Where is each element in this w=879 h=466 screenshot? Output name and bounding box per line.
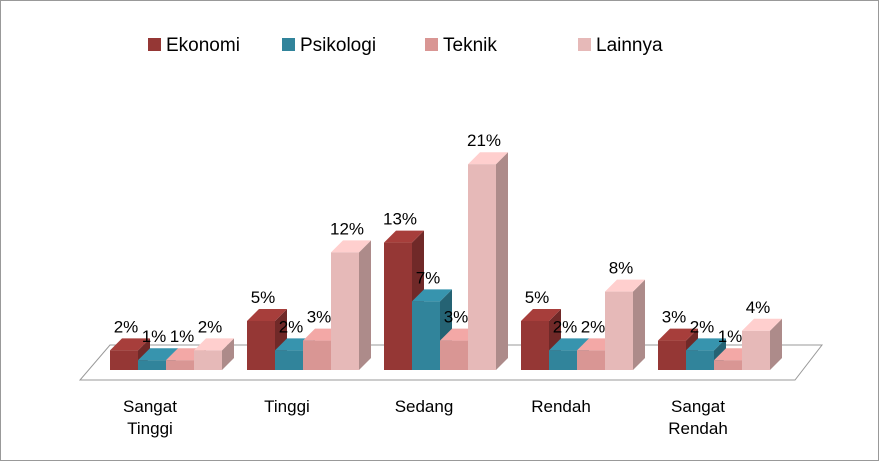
legend-swatch: [282, 38, 295, 51]
data-label: 2%: [114, 317, 139, 336]
legend-swatch: [425, 38, 438, 51]
bar: [194, 350, 222, 370]
bar-side: [222, 338, 234, 370]
bar: [549, 350, 577, 370]
bar-top: [521, 309, 561, 321]
data-label: 5%: [251, 288, 276, 307]
bar: [605, 291, 633, 370]
data-label: 1%: [718, 327, 743, 346]
legend-label: Lainnya: [596, 35, 663, 56]
data-label: 2%: [198, 317, 223, 336]
data-label: 2%: [553, 317, 578, 336]
bar-side: [770, 318, 782, 370]
data-label: 21%: [467, 131, 501, 150]
bar: [521, 321, 549, 370]
bar-top: [247, 309, 287, 321]
bar: [110, 350, 138, 370]
x-tick-label: Rendah: [531, 397, 591, 416]
bar: [166, 360, 194, 370]
bar: [138, 360, 166, 370]
data-label: 3%: [444, 308, 469, 327]
data-label: 13%: [383, 210, 417, 229]
data-label: 5%: [525, 288, 550, 307]
bar: [658, 340, 686, 370]
bar: [742, 330, 770, 370]
data-label: 2%: [279, 317, 304, 336]
bar: [331, 252, 359, 370]
bar: [275, 350, 303, 370]
bar-top: [742, 318, 782, 331]
x-tick-label: Sedang: [395, 397, 454, 416]
bar-top: [549, 338, 589, 351]
bar-side: [496, 152, 508, 370]
legend-label: Teknik: [443, 35, 497, 56]
bar-top: [194, 338, 234, 351]
legend-swatch: [578, 38, 591, 51]
data-label: 2%: [690, 317, 715, 336]
bar-top: [331, 240, 371, 253]
data-label: 1%: [170, 327, 195, 346]
bar: [686, 350, 714, 370]
bar-top: [468, 152, 508, 165]
bar: [303, 340, 331, 370]
data-label: 3%: [307, 308, 332, 327]
bar: [440, 340, 468, 370]
data-label: 7%: [416, 268, 441, 287]
data-label: 4%: [746, 298, 771, 317]
bar: [577, 350, 605, 370]
legend-label: Ekonomi: [166, 35, 240, 56]
data-label: 2%: [581, 317, 606, 336]
legend-swatch: [148, 38, 161, 51]
bar-top: [412, 289, 452, 302]
bar-top: [658, 328, 698, 341]
legend-label: Psikologi: [300, 35, 376, 56]
bar-top: [384, 230, 424, 243]
x-tick-label: Sangat Rendah: [668, 397, 728, 438]
data-label: 8%: [609, 259, 634, 278]
x-tick-label: Sangat Tinggi: [123, 397, 177, 438]
bar-side: [359, 240, 371, 370]
bar-side: [633, 279, 645, 370]
bar: [247, 321, 275, 370]
bar-top: [686, 338, 726, 351]
bar-top: [138, 348, 178, 361]
bar: [468, 164, 496, 370]
data-label: 12%: [330, 219, 364, 238]
bar: [714, 360, 742, 370]
bar: [384, 242, 412, 370]
bar: [412, 301, 440, 370]
bar-top: [110, 338, 150, 351]
data-label: 1%: [142, 327, 167, 346]
data-label: 3%: [662, 308, 687, 327]
x-tick-label: Tinggi: [264, 397, 310, 416]
bar-top: [605, 279, 645, 292]
